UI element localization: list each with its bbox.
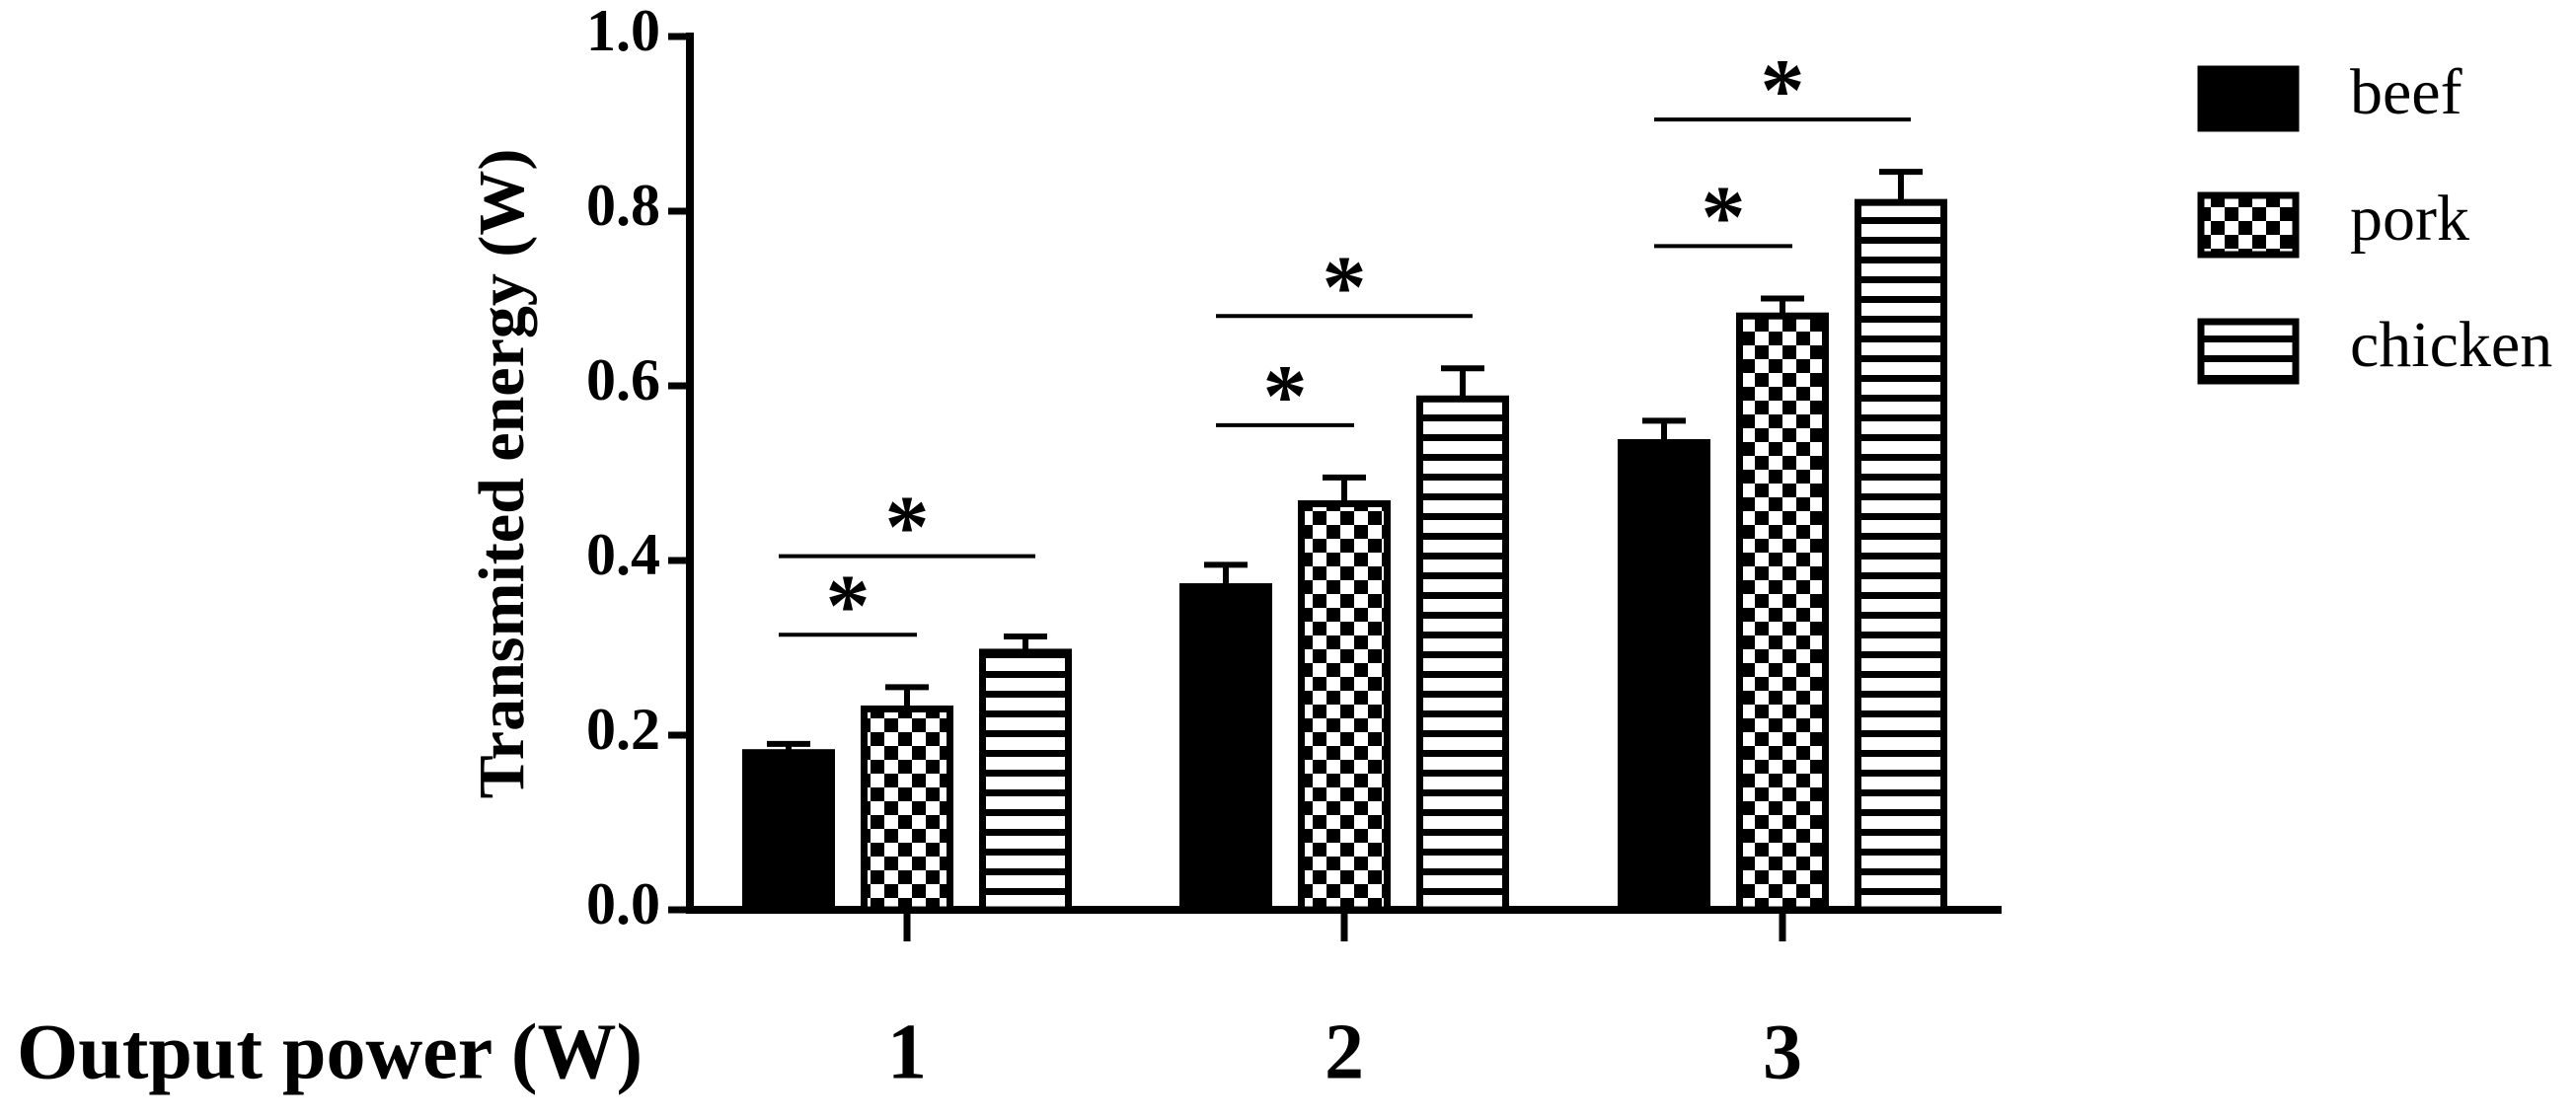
bar [1618, 439, 1710, 914]
significance-mark: * [1263, 347, 1308, 445]
significance-mark: * [885, 479, 930, 576]
bar [1416, 395, 1509, 914]
legend-swatch [2197, 191, 2300, 259]
bar [1179, 583, 1272, 914]
legend-swatch [2197, 318, 2300, 385]
bar [742, 749, 835, 914]
legend-label: beef [2350, 56, 2462, 128]
significance-mark: * [1323, 239, 1367, 336]
x-axis-title: Output power (W) [17, 1008, 643, 1095]
legend-swatch [2197, 65, 2300, 132]
bar [1855, 198, 1947, 914]
y-tick-label: 0.8 [586, 173, 660, 238]
significance-mark: * [1702, 169, 1746, 266]
y-tick-label: 0.4 [586, 522, 660, 587]
y-tick-label: 0.6 [586, 347, 660, 412]
bar [861, 705, 953, 914]
y-axis-title: Transmited energy (W) [466, 149, 538, 799]
bar [979, 648, 1072, 914]
x-tick-label: 3 [1763, 1008, 1802, 1095]
y-tick-label: 0.0 [586, 871, 660, 936]
legend-label: pork [2350, 183, 2469, 255]
significance-mark: * [826, 558, 871, 655]
bar [1736, 312, 1829, 914]
y-tick-label: 0.2 [586, 697, 660, 762]
bar [1298, 499, 1391, 914]
significance-mark: * [1761, 42, 1805, 140]
y-tick-label: 1.0 [586, 0, 660, 63]
legend-label: chicken [2350, 309, 2552, 381]
x-tick-label: 1 [887, 1008, 927, 1095]
x-tick-label: 2 [1325, 1008, 1364, 1095]
